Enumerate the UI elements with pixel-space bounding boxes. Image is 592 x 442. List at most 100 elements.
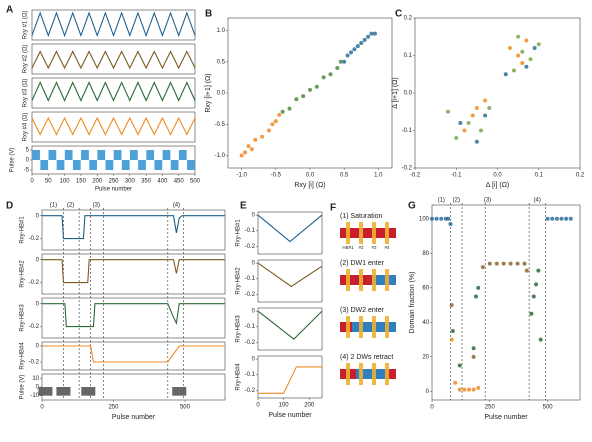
- data-point: [522, 261, 527, 266]
- x-tick-label: 0: [30, 179, 34, 185]
- y-tick-label: 10: [32, 376, 39, 382]
- data-point: [450, 328, 455, 333]
- x-tick-label: 0.5: [340, 173, 349, 179]
- plot-frame: [257, 259, 323, 303]
- data-line: [42, 345, 225, 363]
- data-point: [362, 37, 367, 42]
- data-point: [280, 109, 285, 114]
- data-point: [512, 68, 516, 73]
- data-point: [454, 136, 459, 140]
- data-point: [536, 42, 541, 47]
- pulse-bar: [154, 160, 163, 170]
- y-tick-label: -0.2: [245, 340, 256, 346]
- x-tick-label: 500: [190, 179, 201, 185]
- y-tick-label: -0.1: [245, 372, 256, 378]
- data-point: [534, 282, 539, 287]
- region-label: (2): [453, 198, 460, 204]
- pulse-bar: [89, 160, 97, 170]
- y-tick-label: -0.5: [215, 122, 226, 128]
- y-tick-label: 0.5: [217, 59, 226, 65]
- data-point: [480, 265, 485, 270]
- data-point: [273, 119, 278, 124]
- x-axis-label: Pulse number: [95, 187, 132, 193]
- data-point: [253, 137, 258, 142]
- x-tick-label: -0.1: [451, 173, 462, 179]
- y-tick-label: 0: [26, 158, 30, 164]
- domain: [372, 275, 396, 285]
- data-point: [462, 128, 467, 133]
- hall-bar: [359, 316, 363, 338]
- hall-bar: [385, 363, 389, 385]
- y-tick-label: -0.1: [245, 324, 256, 330]
- x-tick-label: 200: [304, 403, 315, 409]
- panel-letter: B: [205, 9, 212, 20]
- data-point: [239, 153, 244, 158]
- data-point: [369, 31, 374, 36]
- data-line: [258, 366, 322, 394]
- y-tick-label: 0: [426, 389, 430, 395]
- x-axis-label: Rxy [i] (Ω): [294, 182, 325, 189]
- x-tick-label: 500: [543, 405, 554, 411]
- hall-bar: [346, 316, 350, 338]
- y-tick-label: -0.2: [29, 236, 40, 242]
- pulse-bar: [38, 387, 53, 396]
- data-line: [257, 214, 323, 243]
- panel-letter: D: [6, 201, 13, 212]
- data-point: [449, 337, 454, 342]
- y-tick-label: 0: [36, 213, 40, 219]
- step-label: (2) DW1 enter: [340, 260, 385, 267]
- y-tick-label: -0.1: [245, 228, 256, 234]
- y-tick-label: 0: [252, 357, 256, 363]
- data-point: [243, 150, 248, 155]
- wire: [340, 275, 396, 285]
- data-point: [457, 387, 462, 392]
- y-axis-label: Rxy-HB#4: [236, 363, 242, 391]
- data-point: [466, 121, 471, 125]
- hall-bar: [372, 316, 376, 338]
- hall-bar: [359, 269, 363, 291]
- y-tick-label: -0.2: [29, 324, 40, 330]
- y-tick-label: 80: [422, 251, 429, 257]
- plot-frame: [257, 307, 323, 351]
- x-tick-label: 400: [157, 179, 168, 185]
- data-line: [31, 50, 196, 70]
- x-tick-label: 250: [108, 179, 119, 185]
- data-point: [277, 112, 282, 117]
- data-line: [42, 303, 225, 328]
- y-axis-label: Pulse (V): [10, 148, 16, 173]
- hall-bar: [385, 269, 389, 291]
- pulse-bar: [178, 150, 187, 160]
- x-tick-label: 250: [485, 405, 496, 411]
- plot-frame: [41, 297, 226, 339]
- data-point: [520, 49, 525, 54]
- region-label: (4): [534, 198, 541, 204]
- data-point: [483, 113, 488, 118]
- data-point: [294, 97, 299, 102]
- region-label: (1): [438, 198, 445, 204]
- data-point: [448, 221, 453, 226]
- data-point: [503, 72, 508, 77]
- region-label: (2): [67, 203, 74, 209]
- data-point: [483, 98, 488, 103]
- y-tick-label: -0.1: [245, 276, 256, 282]
- pulse-bar: [105, 160, 114, 170]
- data-point: [352, 47, 357, 52]
- x-tick-label: 50: [45, 179, 52, 185]
- data-point: [457, 363, 462, 368]
- step-label: (3) DW2 enter: [340, 307, 385, 314]
- y-tick-label: 40: [422, 320, 429, 326]
- data-point: [554, 216, 559, 221]
- data-point: [446, 216, 451, 221]
- data-point: [524, 268, 529, 273]
- y-tick-label: 0.0: [217, 91, 226, 97]
- y-tick-label: 0: [36, 257, 40, 263]
- pulse-bar: [40, 160, 49, 170]
- data-point: [532, 46, 537, 50]
- panel-letter: C: [395, 9, 402, 20]
- x-tick-label: 0: [256, 403, 260, 409]
- data-point: [508, 261, 513, 266]
- y-tick-label: -0.2: [245, 388, 256, 394]
- data-point: [430, 216, 434, 221]
- y-axis-label: Rxy #3 (Ω): [23, 79, 29, 108]
- hall-bar: [372, 363, 376, 385]
